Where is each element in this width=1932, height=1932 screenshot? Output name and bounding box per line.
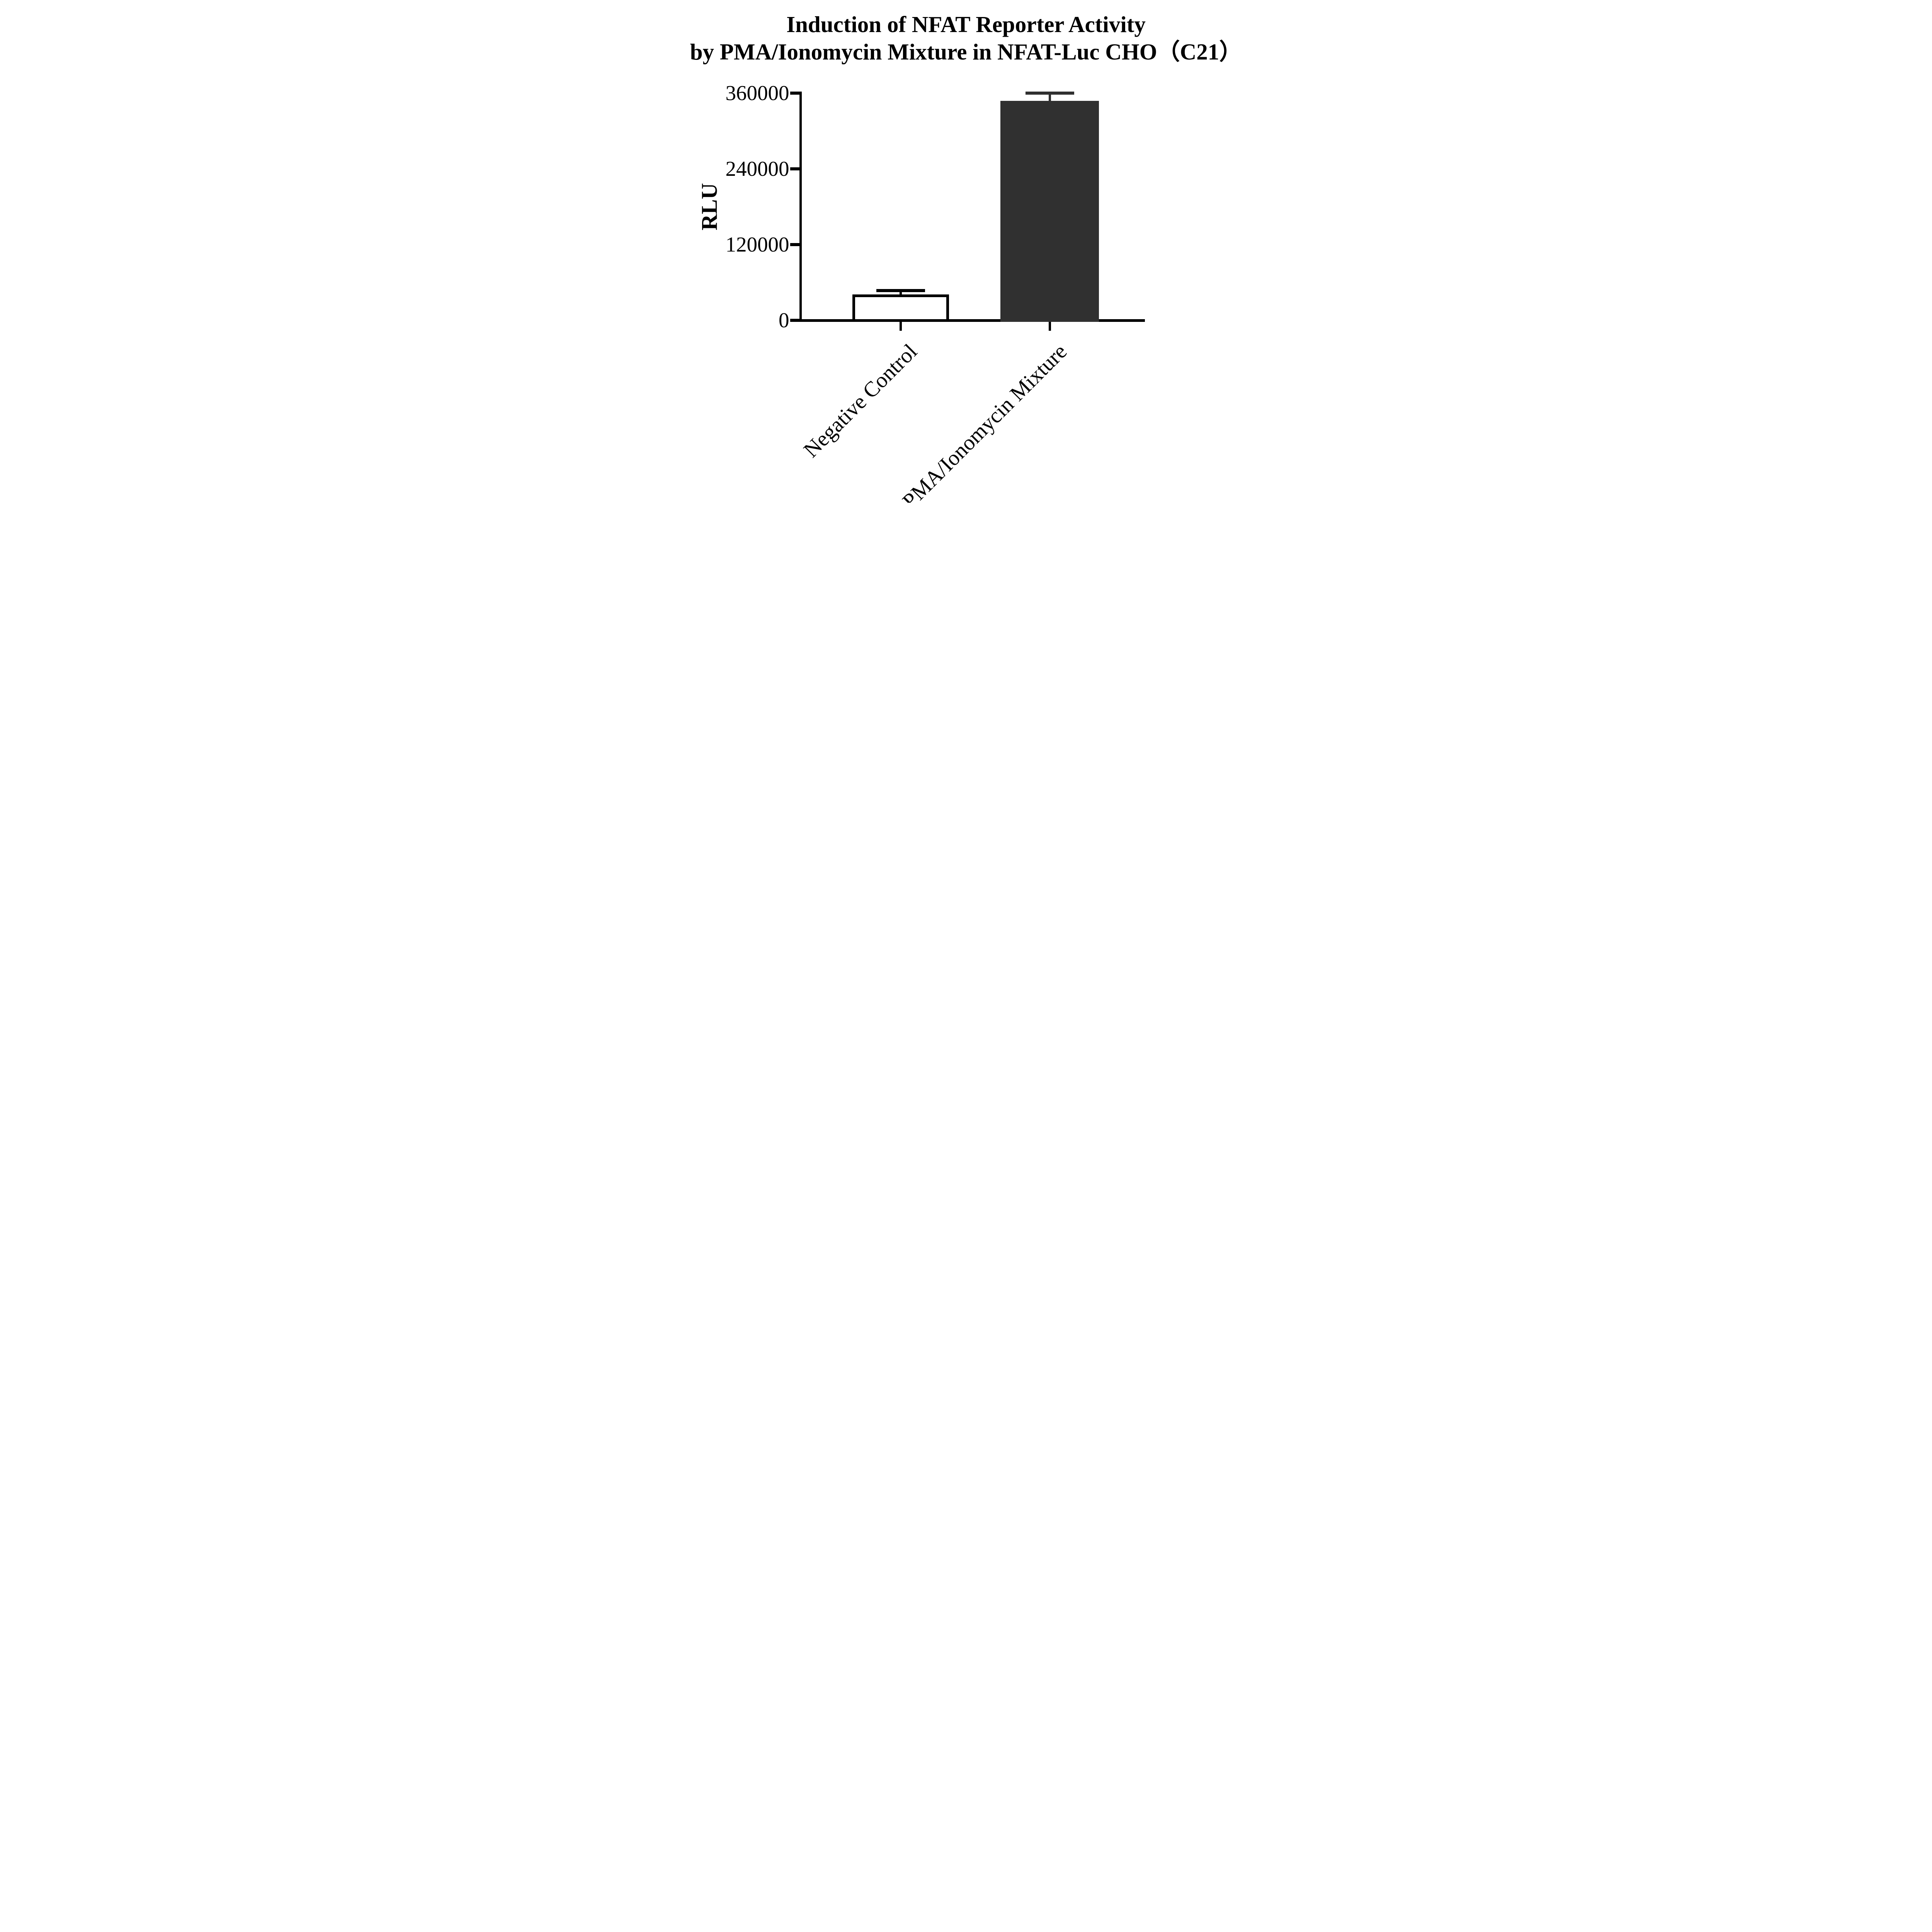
- y-tick-label-360000: 360000: [725, 81, 789, 105]
- error-bar-cap-negative-control: [876, 289, 925, 292]
- y-tick-label-0: 0: [779, 308, 789, 332]
- y-tick-mark-360000: [790, 92, 799, 95]
- error-bar-stem-pma-ionomycin-mixture: [1048, 93, 1051, 104]
- y-tick-mark-0: [790, 319, 799, 322]
- y-tick-label-120000: 120000: [725, 233, 789, 256]
- y-tick-mark-120000: [790, 243, 799, 246]
- bar-negative-control: [852, 294, 949, 322]
- y-axis-line: [799, 92, 802, 322]
- y-tick-mark-240000: [790, 167, 799, 170]
- chart-canvas: Induction of NFAT Reporter Activity by P…: [682, 0, 1250, 503]
- chart-title-line2: by PMA/Ionomycin Mixture in NFAT-Luc CHO…: [690, 39, 1242, 65]
- x-tick-mark-negative-control: [899, 322, 902, 331]
- x-axis-line: [799, 319, 1145, 322]
- error-bar-cap-pma-ionomycin-mixture: [1025, 92, 1074, 95]
- chart-title-line1: Induction of NFAT Reporter Activity: [786, 12, 1146, 37]
- chart-title: Induction of NFAT Reporter Activity by P…: [682, 11, 1250, 66]
- bar-pma-ionomycin-mixture: [1000, 101, 1099, 322]
- y-tick-label-240000: 240000: [725, 157, 789, 180]
- x-tick-mark-pma-ionomycin-mixture: [1048, 322, 1051, 331]
- error-bar-stem-negative-control: [899, 291, 902, 298]
- plot-area: [682, 0, 1250, 503]
